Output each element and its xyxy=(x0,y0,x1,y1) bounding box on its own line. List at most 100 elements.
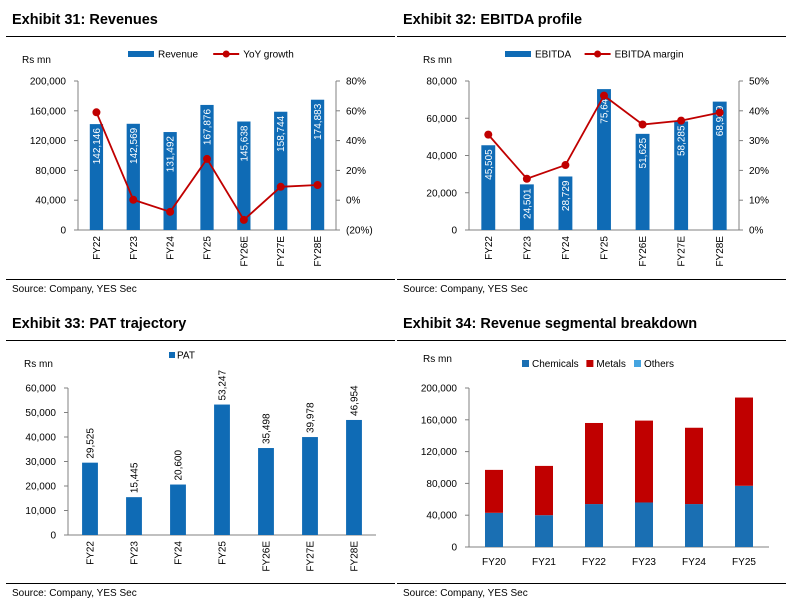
bar xyxy=(712,101,727,230)
y2-tick-label: 0% xyxy=(346,196,361,207)
line-point xyxy=(313,181,322,190)
x-tick-label: FY27E xyxy=(677,236,688,267)
data-label: 58,285 xyxy=(677,125,688,156)
x-tick-label: FY24 xyxy=(682,557,706,568)
line-point xyxy=(92,108,101,117)
line-point xyxy=(166,207,175,216)
data-label: 46,954 xyxy=(350,385,361,416)
data-label: 53,247 xyxy=(218,370,229,401)
line-point xyxy=(276,182,285,191)
data-label: 158,744 xyxy=(276,115,287,152)
y2-tick-label: 20% xyxy=(346,166,366,177)
y2-tick-label: 40% xyxy=(749,106,769,117)
data-label: 28,729 xyxy=(561,180,572,211)
bar-chemicals xyxy=(485,512,503,547)
data-label: 45,505 xyxy=(484,149,495,180)
line-point xyxy=(638,120,647,129)
y-tick-label: 120,000 xyxy=(30,136,67,147)
bar xyxy=(635,133,650,230)
data-label: 68,929 xyxy=(715,105,726,136)
y-tick-label: 60,000 xyxy=(25,384,56,395)
bar xyxy=(310,99,325,231)
revenue-chart: Rs mn 0 40,000 80,000 120,000 160,000 200,000 (… xyxy=(22,50,373,267)
y-tick-label: 0 xyxy=(451,226,457,237)
chart-frame xyxy=(6,340,395,584)
y2-tick-label: 50% xyxy=(749,77,769,88)
y-tick-label: 20,000 xyxy=(25,482,56,493)
legend-label: Chemicals xyxy=(532,359,579,370)
line-point xyxy=(203,154,211,163)
x-tick-label: FY24 xyxy=(174,541,185,565)
y-axis-label: Rs mn xyxy=(24,359,53,370)
data-label: 24,501 xyxy=(522,188,533,219)
x-tick-label: FY25 xyxy=(218,541,229,565)
legend-label: EBITDA xyxy=(535,50,571,61)
chart-title: Exhibit 32: EBITDA profile xyxy=(403,12,583,28)
bar xyxy=(274,111,288,230)
x-tick-label: FY26E xyxy=(239,236,250,267)
legend-swatch xyxy=(169,352,175,358)
x-tick-label: FY23 xyxy=(632,557,656,568)
exhibit-34-panel: Exhibit 34: Revenue segmental breakdown … xyxy=(397,312,786,602)
line-point xyxy=(561,161,570,170)
data-label: 35,498 xyxy=(262,413,273,444)
y2-tick-label: 30% xyxy=(749,136,769,147)
legend-label: PAT xyxy=(177,351,195,362)
data-label: 174,883 xyxy=(313,103,324,140)
bar xyxy=(258,448,274,535)
y-axis-label: Rs mn xyxy=(423,55,452,66)
chart-frame xyxy=(397,340,786,584)
bar xyxy=(126,497,142,535)
y-tick-label: 10,000 xyxy=(25,506,56,517)
data-label: 131,492 xyxy=(166,136,177,173)
y-tick-label: 40,000 xyxy=(25,433,56,444)
y-axis-label: Rs mn xyxy=(22,55,51,66)
bar xyxy=(302,437,318,535)
legend-marker xyxy=(594,50,602,58)
pat-chart: Rs mn 0 10,000 20,000 30,000 40,000 50,000 60,0… xyxy=(24,351,376,572)
bar-chemicals xyxy=(585,504,603,547)
x-tick-label: FY22 xyxy=(582,557,606,568)
bar xyxy=(346,419,362,535)
segment-chart: Rs mn 0 40,000 80,000 120,000 160,000 200,000 F… xyxy=(421,354,769,568)
chart-title: Exhibit 31: Revenues xyxy=(12,12,158,28)
bar-metals xyxy=(685,427,703,505)
y2-tick-label: (20%) xyxy=(346,226,373,237)
bar xyxy=(237,121,251,230)
x-tick-label: FY28E xyxy=(715,236,726,267)
y2-tick-label: 40% xyxy=(346,136,366,147)
legend-swatch xyxy=(522,360,529,367)
ebitda-chart: Rs mn 0 20,000 40,000 60,000 80,000 0% 10% 20% 30… xyxy=(423,50,769,267)
bar xyxy=(89,124,104,230)
y-tick-label: 80,000 xyxy=(426,479,457,490)
x-tick-label: FY27E xyxy=(306,541,317,572)
y-tick-label: 50,000 xyxy=(25,408,56,419)
y-tick-label: 20,000 xyxy=(426,188,457,199)
y-tick-label: 40,000 xyxy=(35,196,66,207)
bar-metals xyxy=(585,422,603,505)
y-tick-label: 40,000 xyxy=(426,151,457,162)
x-tick-label: FY22 xyxy=(484,236,495,260)
line-point xyxy=(715,108,724,117)
legend-swatch xyxy=(586,360,594,367)
bar xyxy=(597,89,611,231)
bar-metals xyxy=(535,465,553,516)
y-tick-label: 80,000 xyxy=(426,77,457,88)
y-tick-label: 160,000 xyxy=(30,106,67,117)
x-tick-label: FY20 xyxy=(482,557,506,568)
chart-frame xyxy=(397,36,786,280)
y-tick-label: 30,000 xyxy=(25,457,56,468)
y2-tick-label: 10% xyxy=(749,196,769,207)
y2-tick-label: 20% xyxy=(749,166,769,177)
data-label: 20,600 xyxy=(174,450,185,481)
legend-swatch xyxy=(505,51,531,57)
bar-chemicals xyxy=(685,504,703,547)
data-label: 75,646 xyxy=(600,93,611,124)
x-tick-label: FY28E xyxy=(350,541,361,572)
legend-label: Others xyxy=(644,359,674,370)
x-tick-label: FY25 xyxy=(600,236,611,260)
chart-frame xyxy=(6,36,395,280)
bar xyxy=(481,145,496,230)
legend-label: YoY growth xyxy=(243,50,294,61)
data-label: 142,146 xyxy=(92,128,103,165)
